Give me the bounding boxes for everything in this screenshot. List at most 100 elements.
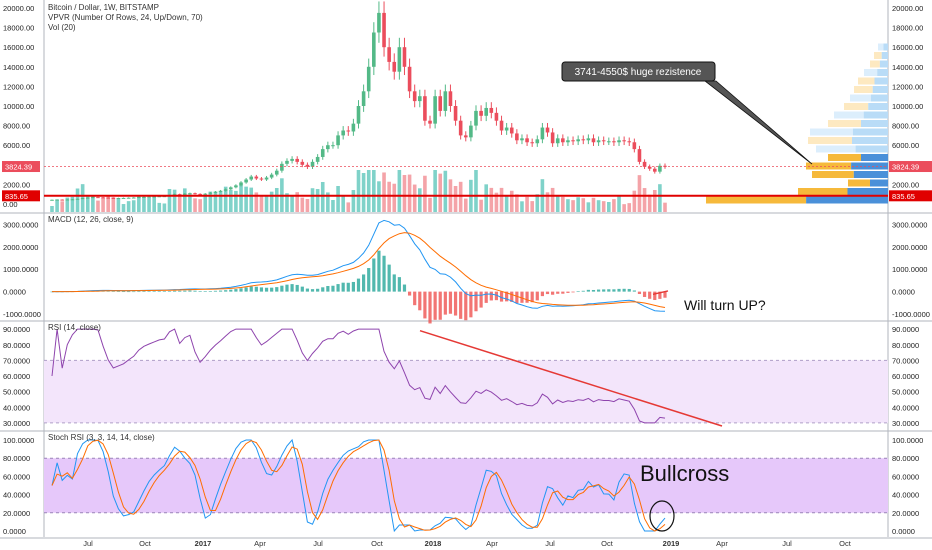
candle-body <box>555 138 560 144</box>
macd-histogram-bar <box>515 291 519 304</box>
candle-body <box>91 197 95 199</box>
candle-body <box>566 140 570 143</box>
macd-histogram-bar <box>576 291 580 293</box>
candle-body <box>474 110 478 126</box>
stoch-rsi-pane-title: Stoch RSI (3, 3, 14, 14, close) <box>48 433 155 442</box>
candle-body <box>612 141 616 143</box>
macd-histogram-bar <box>402 284 407 292</box>
volume-bar <box>310 188 315 212</box>
macd-histogram-bar <box>310 289 315 292</box>
macd-histogram-bar <box>331 285 335 292</box>
volume-bar <box>458 181 463 212</box>
macd-histogram-bar <box>438 291 442 320</box>
macd-histogram-bar <box>173 290 177 292</box>
vpvr-row-down <box>868 103 888 110</box>
volume-bar <box>622 204 626 212</box>
candle-body <box>269 174 274 178</box>
support-price-left: 835.65 <box>5 192 28 201</box>
volume-bar <box>116 198 121 212</box>
candle-body <box>346 130 351 132</box>
candle-body <box>305 164 310 167</box>
volume-bar <box>387 181 391 212</box>
volume-bar <box>346 202 351 212</box>
time-tick: Oct <box>371 539 384 548</box>
macd-histogram-bar <box>305 288 310 292</box>
volume-bar <box>244 186 248 212</box>
volume-bar <box>525 196 529 212</box>
volume-bar <box>259 195 264 212</box>
candle-body <box>550 132 555 144</box>
vpvr-row-down <box>853 171 888 178</box>
candle-body <box>494 112 499 121</box>
macd-histogram-bar <box>663 291 667 298</box>
candle-body <box>504 127 509 131</box>
macd-histogram-bar <box>464 291 468 321</box>
volume-bar <box>183 188 187 212</box>
vpvr-row-up <box>858 77 875 85</box>
candle-body <box>208 192 213 194</box>
price-tick-left: 16000.00 <box>3 43 34 52</box>
macd-histogram-bar <box>551 291 555 295</box>
candle-body <box>622 140 626 142</box>
candle-body <box>152 196 156 198</box>
macd-histogram-bar <box>387 264 391 292</box>
macd-histogram-bar <box>627 288 631 292</box>
candle-body <box>218 190 223 192</box>
candle-body <box>540 127 545 140</box>
volume-bar <box>341 196 345 212</box>
candle-body <box>300 161 305 165</box>
macd-histogram-bar <box>121 291 126 293</box>
candle-body <box>239 182 243 186</box>
volume-bar <box>356 170 361 212</box>
volume-bar <box>208 191 213 212</box>
rsi-tick-right: 90.0000 <box>892 325 919 334</box>
volume-bar <box>453 186 458 212</box>
macd-histogram-bar <box>285 284 289 292</box>
vpvr-row-down <box>855 145 888 153</box>
volume-bar <box>586 202 591 212</box>
stoch-tick-left: 80.0000 <box>3 454 30 463</box>
volume-bar <box>463 198 468 212</box>
macd-histogram-bar <box>535 291 539 301</box>
candle-body <box>244 179 248 183</box>
volume-bar <box>494 192 499 212</box>
macd-histogram-bar <box>433 291 437 320</box>
volume-bar <box>423 175 427 212</box>
candle-body <box>520 138 524 141</box>
macd-histogram-bar <box>530 291 534 303</box>
vpvr-row-up <box>844 103 869 110</box>
macd-histogram-bar <box>648 291 652 299</box>
candle-body <box>274 170 279 175</box>
vpvr-row-up <box>808 137 852 144</box>
vpvr-row-down <box>852 137 888 144</box>
macd-histogram-bar <box>474 291 478 312</box>
candle-body <box>60 199 65 201</box>
candle-body <box>617 140 621 143</box>
candle-body <box>484 107 489 116</box>
bullcross-circle <box>649 500 675 532</box>
candle-body <box>453 106 458 121</box>
rsi-pane <box>51 328 666 424</box>
vpvr-row-down <box>870 94 888 102</box>
vpvr-row-down <box>851 162 888 170</box>
volume-bar <box>484 184 489 212</box>
indicator-bands <box>44 359 888 514</box>
macd-histogram-bar <box>653 291 657 301</box>
callout-text: 3741-4550$ huge rezistence <box>575 67 702 78</box>
vpvr-row-up <box>828 120 861 127</box>
candle-body <box>111 197 116 199</box>
macd-tick-right: 0.0000 <box>892 288 915 297</box>
candle-body <box>351 123 356 132</box>
candle-body <box>70 199 75 201</box>
volume-bar <box>305 199 310 212</box>
candle-body <box>203 193 208 195</box>
macd-histogram-bar <box>336 284 340 292</box>
volume-bar <box>382 172 386 212</box>
volume-bar <box>372 170 376 212</box>
price-tick-right: 12000.00 <box>892 82 923 91</box>
vpvr-row-down <box>847 188 888 195</box>
macd-tick-left: 0.0000 <box>3 288 26 297</box>
volume-bar <box>315 189 320 212</box>
macd-histogram-bar <box>484 291 488 303</box>
